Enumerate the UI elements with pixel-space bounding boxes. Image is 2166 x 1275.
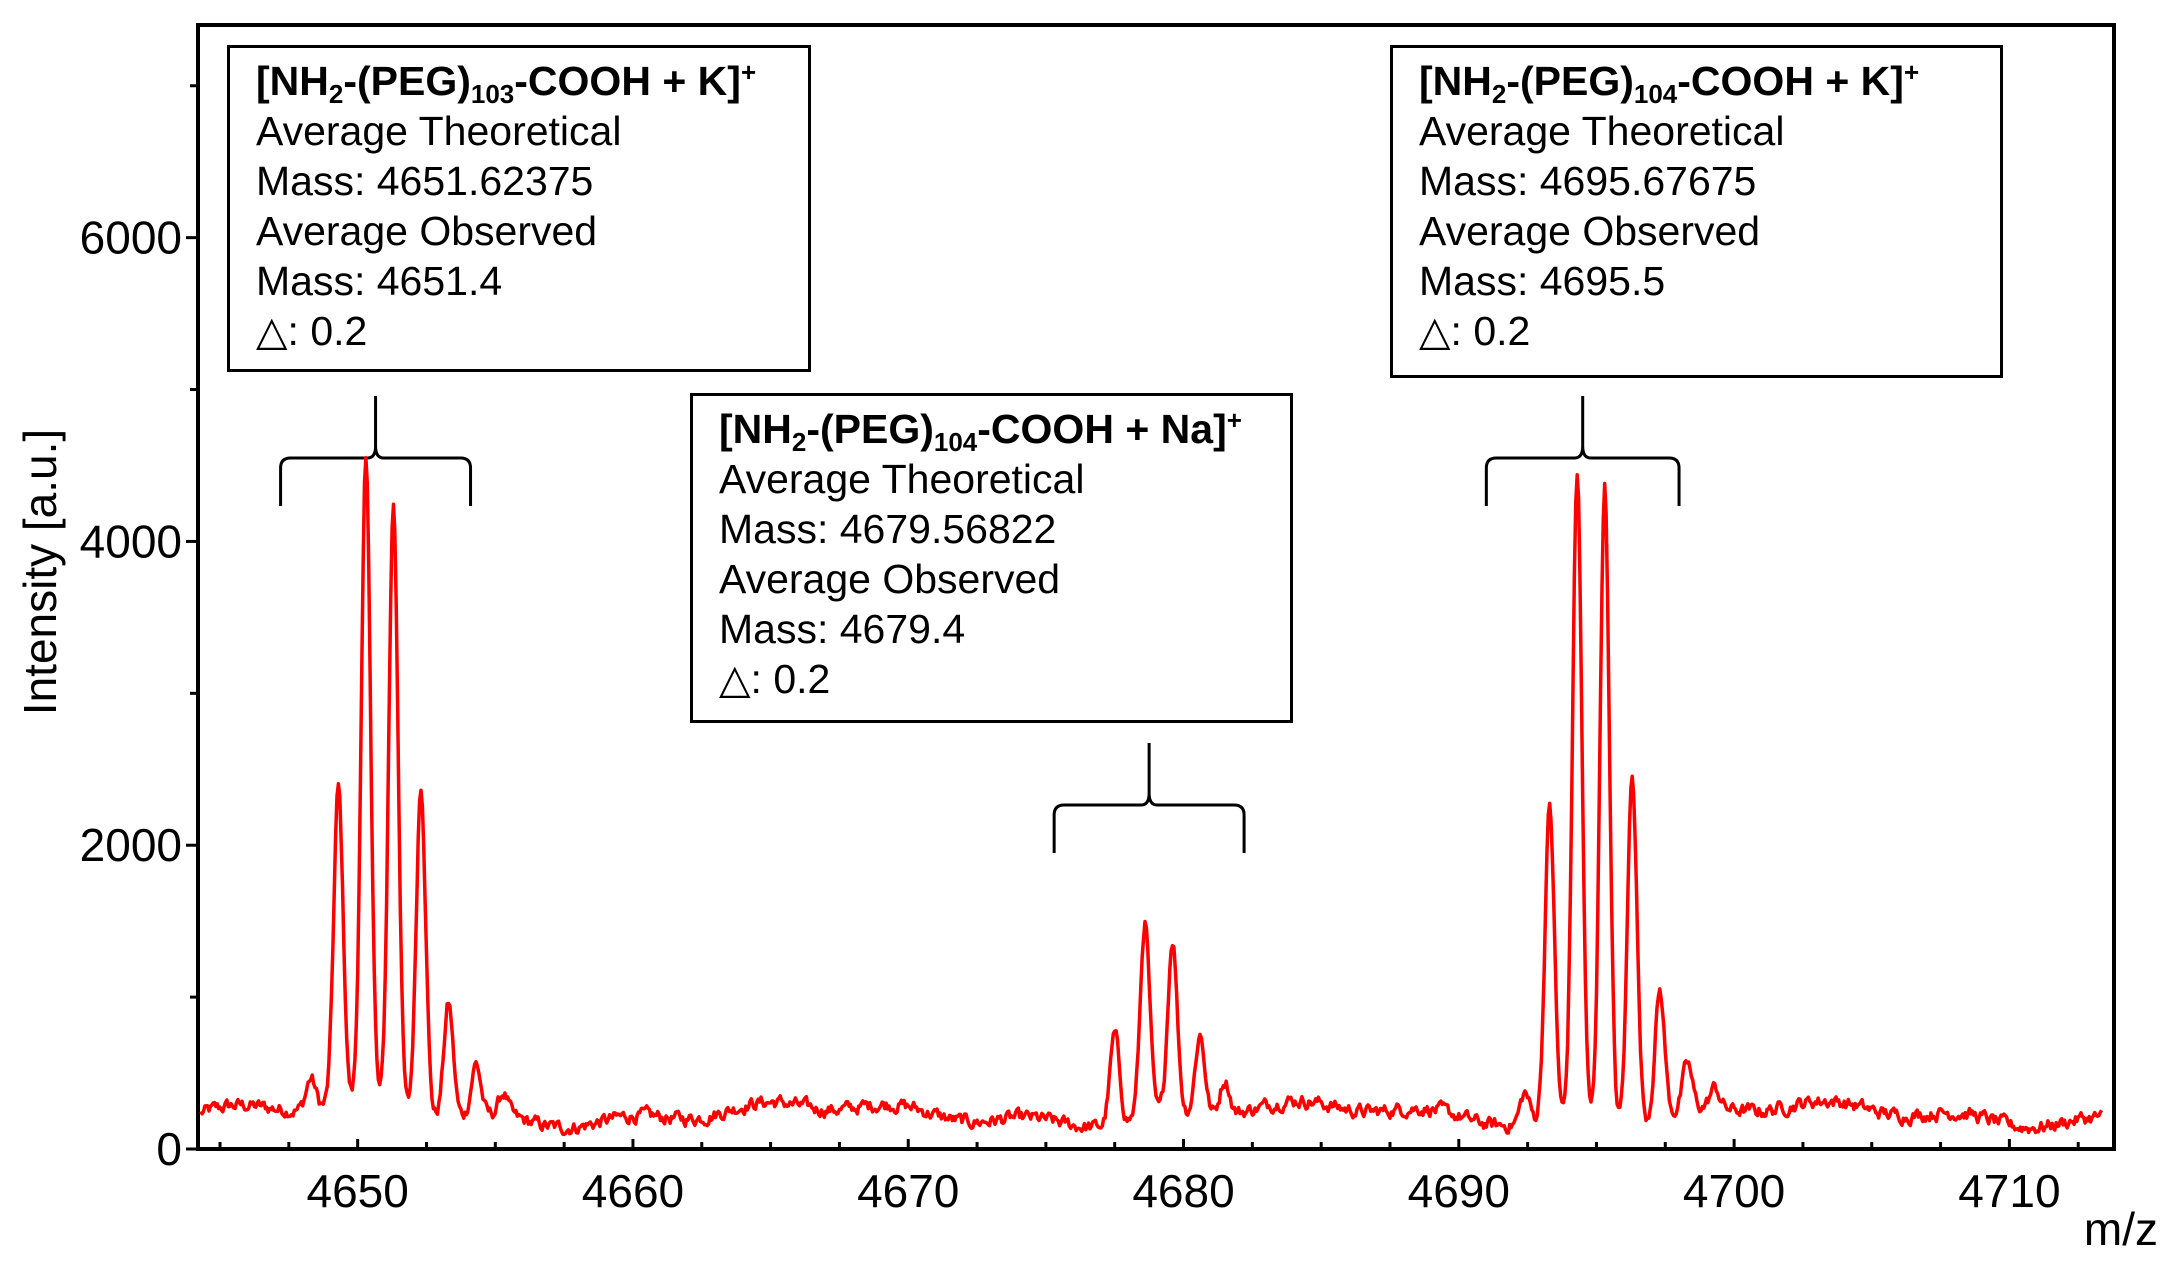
x-axis-ticks: 4650 4660 4670 4680 4690 4700 4710	[218, 1139, 2080, 1217]
annotation-line: Mass: 4695.5	[1419, 258, 1666, 304]
annotation-line: Average Observed	[1419, 208, 1761, 254]
annotation-line: Mass: 4695.67675	[1419, 158, 1757, 204]
x-axis-label: m/z	[2084, 1203, 2158, 1255]
plot-frame	[196, 23, 2116, 1151]
annotation-formula: [NH2-(PEG)103-COOH + K]+	[256, 57, 757, 109]
y-axis-label: Intensity [a.u.]	[14, 429, 66, 715]
y-tick-label: 0	[156, 1123, 182, 1175]
annotation-line: Average Observed	[256, 208, 598, 254]
x-tick-label: 4710	[1958, 1165, 2060, 1217]
annotation-line: Mass: 4679.4	[719, 606, 966, 652]
x-tick-label: 4700	[1683, 1165, 1785, 1217]
annotation-line: Average Theoretical	[256, 108, 622, 154]
x-tick-label: 4660	[582, 1165, 684, 1217]
y-tick-label: 2000	[80, 819, 182, 871]
annotation-line: Average Theoretical	[719, 456, 1085, 502]
annotation-line: Mass: 4651.62375	[256, 158, 594, 204]
y-tick-label: 4000	[80, 515, 182, 567]
annotation-line: Average Theoretical	[1419, 108, 1785, 154]
peak-brackets	[279, 396, 1681, 853]
annotation-box-peak-1: [NH2-(PEG)103-COOH + K]+ Average Theoret…	[227, 45, 811, 372]
annotation-line: △: 0.2	[719, 656, 831, 702]
annotation-line: △: 0.2	[256, 308, 368, 354]
x-tick-label: 4670	[857, 1165, 959, 1217]
x-tick-label: 4690	[1408, 1165, 1510, 1217]
peak-cluster-bracket	[1052, 743, 1246, 853]
x-tick-label: 4680	[1132, 1165, 1234, 1217]
annotation-formula: [NH2-(PEG)104-COOH + K]+	[1419, 57, 1920, 109]
peak-cluster-bracket	[1484, 396, 1681, 506]
peak-cluster-bracket	[279, 396, 473, 506]
annotation-line: Mass: 4651.4	[256, 258, 503, 304]
annotation-box-peak-3: [NH2-(PEG)104-COOH + K]+ Average Theoret…	[1390, 45, 2003, 378]
annotation-line: Average Observed	[719, 556, 1061, 602]
annotation-line: Mass: 4679.56822	[719, 506, 1057, 552]
x-tick-label: 4650	[306, 1165, 408, 1217]
y-tick-label: 6000	[80, 212, 182, 264]
annotation-box-peak-2: [NH2-(PEG)104-COOH + Na]+ Average Theore…	[690, 393, 1293, 723]
y-axis-ticks: 0 2000 4000 6000	[80, 84, 198, 1175]
spectrum-series-line	[199, 456, 2104, 1137]
annotation-formula: [NH2-(PEG)104-COOH + Na]+	[719, 405, 1242, 457]
annotation-line: △: 0.2	[1419, 308, 1531, 354]
